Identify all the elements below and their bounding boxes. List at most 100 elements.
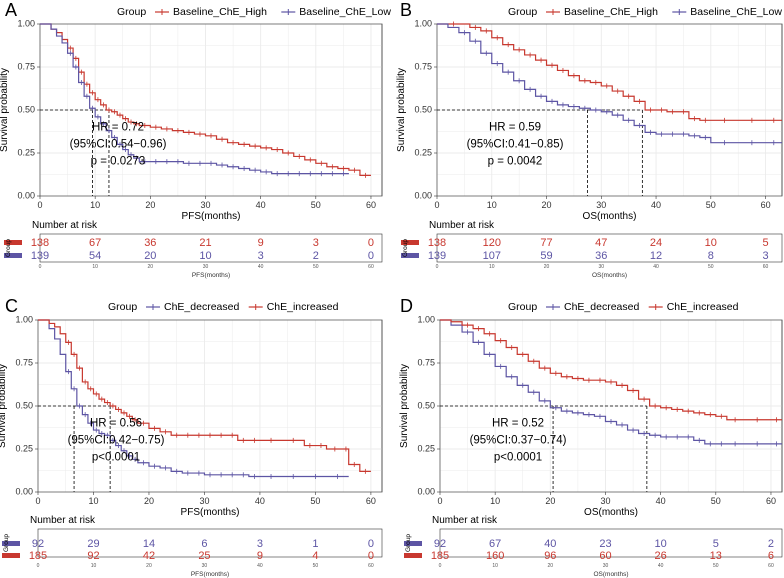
risk-value: 0 bbox=[368, 538, 374, 550]
x-axis-label: OS(months) bbox=[583, 211, 637, 222]
x-tick-label: 40 bbox=[255, 496, 265, 506]
x-tick-label: 10 bbox=[490, 496, 500, 506]
risk-table-frame bbox=[39, 233, 383, 263]
km-curve-ChE_decreased bbox=[38, 319, 349, 478]
annotation-line-2: p<0.0001 bbox=[494, 452, 542, 464]
risk-group-label: Group bbox=[5, 239, 12, 257]
y-tick-label: 0.00 bbox=[17, 190, 35, 200]
risk-x-tick-label: 50 bbox=[313, 264, 319, 270]
x-tick-label: 20 bbox=[144, 496, 154, 506]
risk-value: 1 bbox=[312, 538, 318, 550]
risk-value: 67 bbox=[89, 237, 101, 249]
x-tick-label: 10 bbox=[88, 496, 98, 506]
y-axis-label: Survival probability bbox=[0, 364, 8, 448]
risk-x-tick-label: 30 bbox=[202, 563, 208, 569]
censor-marks-ChE_decreased bbox=[467, 329, 777, 447]
risk-value: 67 bbox=[489, 538, 501, 550]
x-tick-label: 60 bbox=[766, 496, 776, 506]
y-tick-label: 0.50 bbox=[15, 400, 33, 410]
y-tick-label: 0.25 bbox=[414, 147, 432, 157]
risk-row-swatch-0 bbox=[4, 240, 22, 245]
risk-value: 4 bbox=[312, 550, 318, 562]
risk-x-label: PFS(months) bbox=[191, 571, 229, 578]
legend-title: Group bbox=[508, 6, 537, 18]
risk-x-tick-label: 60 bbox=[368, 563, 374, 569]
risk-value: 3 bbox=[313, 237, 319, 249]
panel-label: C bbox=[5, 296, 18, 316]
risk-value: 54 bbox=[89, 250, 101, 262]
risk-value: 107 bbox=[483, 250, 501, 262]
x-tick-label: 50 bbox=[711, 496, 721, 506]
risk-x-tick-label: 30 bbox=[599, 264, 605, 270]
risk-value: 23 bbox=[599, 538, 611, 550]
risk-x-label: OS(months) bbox=[593, 571, 628, 578]
risk-x-tick-label: 40 bbox=[258, 264, 264, 270]
risk-table-title: Number at risk bbox=[32, 220, 98, 231]
y-tick-label: 0.00 bbox=[414, 190, 432, 200]
risk-value: 26 bbox=[655, 550, 667, 562]
risk-x-tick-label: 30 bbox=[603, 563, 609, 569]
annotation-line-0: HR = 0.52 bbox=[492, 418, 544, 430]
risk-x-label: OS(months) bbox=[592, 272, 627, 279]
panel-label: D bbox=[400, 296, 413, 316]
risk-x-tick-label: 20 bbox=[548, 563, 554, 569]
risk-value: 96 bbox=[544, 550, 556, 562]
y-tick-label: 0.50 bbox=[417, 400, 435, 410]
risk-row-swatch-1 bbox=[4, 253, 22, 258]
risk-x-tick-label: 50 bbox=[708, 264, 714, 270]
risk-value: 10 bbox=[199, 250, 211, 262]
risk-value: 138 bbox=[31, 237, 49, 249]
y-tick-label: 0.50 bbox=[414, 104, 432, 114]
risk-value: 139 bbox=[31, 250, 49, 262]
risk-value: 25 bbox=[198, 550, 210, 562]
risk-value: 21 bbox=[199, 237, 211, 249]
risk-value: 29 bbox=[87, 538, 99, 550]
x-axis-label: PFS(months) bbox=[182, 211, 241, 222]
censor-marks-Baseline_ChE_Low bbox=[69, 50, 344, 177]
risk-value: 5 bbox=[763, 237, 769, 249]
risk-value: 47 bbox=[595, 237, 607, 249]
risk-value: 40 bbox=[544, 538, 556, 550]
risk-x-tick-label: 20 bbox=[544, 264, 550, 270]
legend-title: Group bbox=[108, 301, 137, 313]
plot-area: 0.00 0.25 0.50 0.75 1.00 0 10 20 30 40 50 60 OS(mont… bbox=[399, 314, 783, 518]
legend-title: Group bbox=[117, 6, 146, 18]
legend-entry-1: ChE_increased bbox=[667, 301, 739, 313]
plot-area: 0.00 0.25 0.50 0.75 1.00 0 10 20 30 40 50 60 PFS(mon… bbox=[0, 18, 383, 222]
risk-x-tick-label: 0 bbox=[439, 563, 442, 569]
censor-marks-Baseline_ChE_Low bbox=[463, 30, 775, 146]
censor-marks-Baseline_ChE_High bbox=[453, 21, 775, 123]
x-tick-label: 50 bbox=[310, 496, 320, 506]
hr-annotation: HR = 0.59 (95%CI:0.41−0.85) p = 0.0042 bbox=[467, 122, 564, 168]
y-tick-label: 0.25 bbox=[17, 147, 35, 157]
risk-group-label: Group bbox=[3, 534, 10, 552]
panel-label: B bbox=[400, 0, 412, 20]
km-curve-ChE_increased bbox=[440, 319, 782, 421]
risk-value: 9 bbox=[258, 237, 264, 249]
y-tick-label: 0.75 bbox=[15, 357, 33, 367]
annotation-line-0: HR = 0.56 bbox=[90, 418, 142, 430]
risk-value: 5 bbox=[713, 538, 719, 550]
y-tick-label: 0.25 bbox=[15, 443, 33, 453]
x-tick-label: 30 bbox=[596, 200, 606, 210]
risk-x-tick-label: 60 bbox=[768, 563, 774, 569]
y-tick-label: 0.00 bbox=[417, 486, 435, 496]
risk-x-tick-label: 50 bbox=[713, 563, 719, 569]
km-curve-Baseline_ChE_High bbox=[437, 23, 782, 121]
panel-d: D Group ChE_decreased ChE_increased 0.00 0.25… bbox=[399, 296, 783, 578]
x-tick-label: 40 bbox=[256, 200, 266, 210]
y-axis-label: Survival probability bbox=[0, 68, 10, 152]
risk-value: 92 bbox=[32, 538, 44, 550]
risk-value: 9 bbox=[257, 550, 263, 562]
x-tick-label: 0 bbox=[434, 200, 439, 210]
risk-value: 92 bbox=[87, 550, 99, 562]
legend: Group Baseline_ChE_High Baseline_ChE_Low bbox=[117, 6, 391, 18]
annotation-line-1: (95%CI:0.54−0.96) bbox=[70, 139, 167, 151]
km-curve-Baseline_ChE_Low bbox=[40, 23, 349, 175]
risk-row-swatch-0 bbox=[401, 240, 419, 245]
censor-marks-ChE_increased bbox=[68, 339, 366, 474]
risk-value: 36 bbox=[595, 250, 607, 262]
risk-x-tick-label: 10 bbox=[91, 563, 97, 569]
